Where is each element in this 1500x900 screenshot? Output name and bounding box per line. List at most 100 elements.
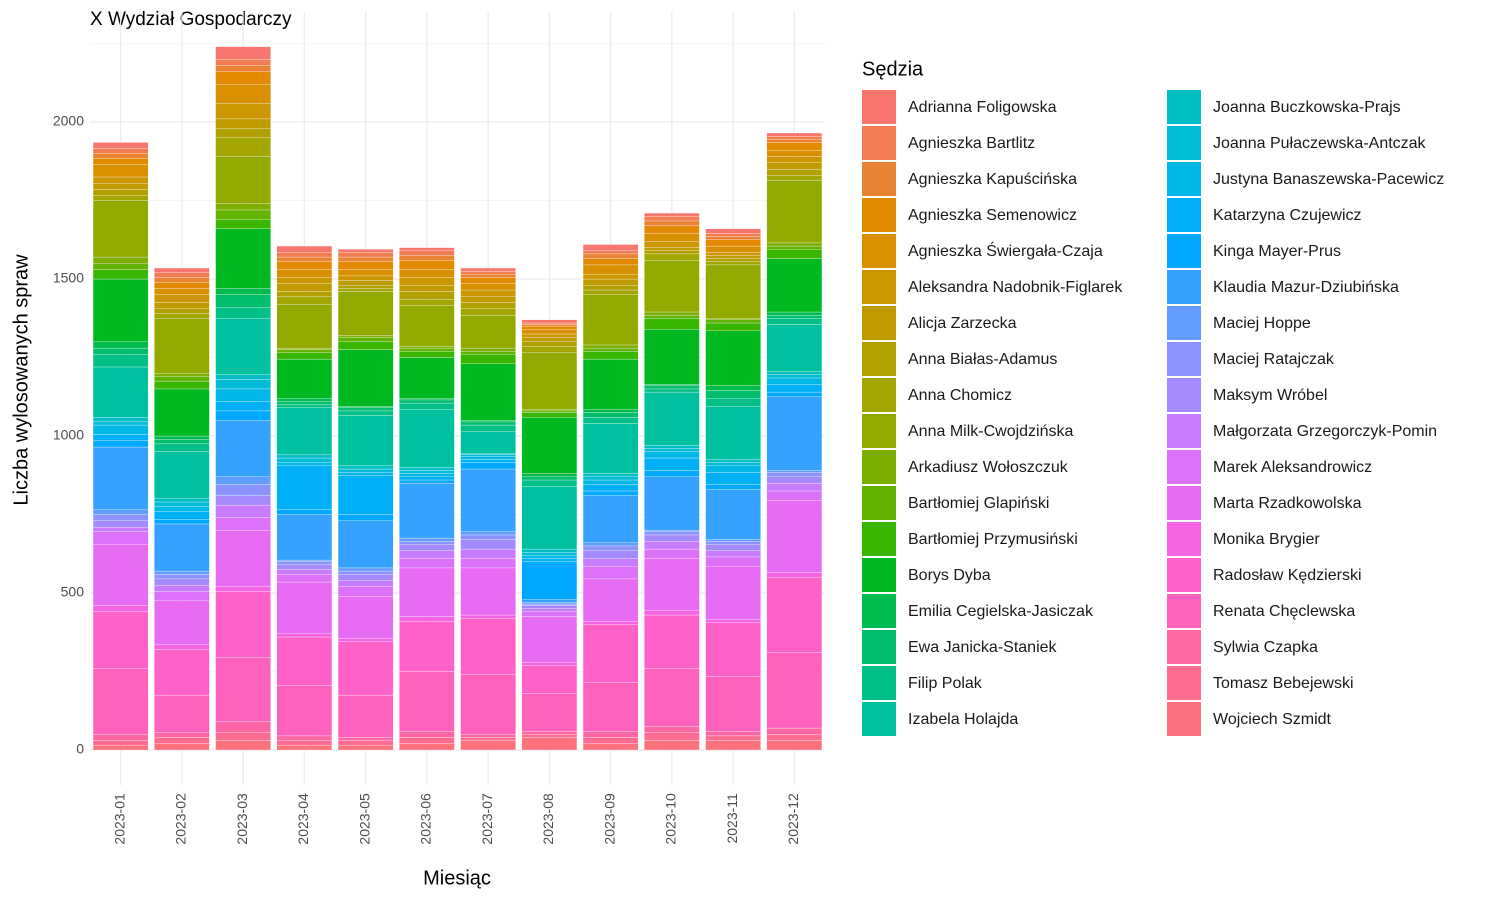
bar-segment bbox=[399, 567, 455, 617]
bar-segment bbox=[399, 479, 455, 484]
legend-label: Marek Aleksandrowicz bbox=[1213, 459, 1372, 476]
bar-segment bbox=[644, 451, 700, 459]
bar-segment bbox=[644, 534, 700, 542]
legend-key bbox=[1167, 414, 1201, 448]
bar-segment bbox=[705, 239, 761, 247]
bar-segment bbox=[460, 567, 516, 616]
bar-segment bbox=[766, 311, 823, 316]
bar-segment bbox=[766, 139, 823, 143]
y-tick-label: 1000 bbox=[53, 427, 84, 443]
bar-segment bbox=[521, 661, 578, 666]
bar-segment bbox=[215, 84, 271, 104]
bar-segment bbox=[92, 745, 149, 751]
bar-segment bbox=[460, 267, 516, 272]
bar-segment bbox=[215, 484, 271, 496]
bar-segment bbox=[705, 471, 761, 485]
bar-segment bbox=[644, 241, 700, 248]
bar-segment bbox=[92, 347, 149, 355]
bar-segment bbox=[582, 344, 639, 349]
bar-segment bbox=[521, 333, 578, 338]
legend-label: Maciej Hoppe bbox=[1213, 315, 1311, 332]
bar-segment bbox=[705, 544, 761, 551]
bar-segment bbox=[399, 399, 455, 404]
bar-segment bbox=[399, 476, 455, 481]
legend-label: Małgorzata Grzegorczyk-Pomin bbox=[1213, 423, 1437, 440]
bar-segment bbox=[521, 319, 578, 324]
bar-segment bbox=[644, 247, 700, 251]
bar-segment bbox=[215, 294, 271, 308]
bar-segment bbox=[215, 288, 271, 295]
legend-key bbox=[1167, 450, 1201, 484]
bar-segment bbox=[766, 314, 823, 319]
bar-segment bbox=[460, 351, 516, 355]
bar-segment bbox=[705, 264, 761, 319]
bar-segment bbox=[337, 580, 394, 587]
bar-segment bbox=[644, 668, 700, 727]
legend-label: Joanna Buczkowska-Prajs bbox=[1213, 99, 1401, 116]
bar-segment bbox=[337, 341, 394, 350]
legend-key bbox=[862, 522, 896, 556]
bar-segment bbox=[154, 451, 210, 499]
legend-key bbox=[862, 234, 896, 268]
bar-segment bbox=[276, 398, 333, 402]
legend-key bbox=[862, 90, 896, 124]
legend-key bbox=[862, 558, 896, 592]
bar-segment bbox=[215, 657, 271, 722]
bar-segment bbox=[460, 734, 516, 738]
bar-segment bbox=[460, 453, 516, 456]
bar-segment bbox=[154, 732, 210, 738]
bar-segment bbox=[399, 558, 455, 569]
legend-label: Joanna Pułaczewska-Antczak bbox=[1213, 135, 1427, 152]
bar-segment bbox=[705, 539, 761, 542]
bar-segment bbox=[399, 255, 455, 261]
bar-segment bbox=[521, 561, 578, 600]
legend-key bbox=[862, 450, 896, 484]
bar-segment bbox=[766, 150, 823, 157]
bar-segment bbox=[276, 735, 333, 741]
bar-segment bbox=[337, 740, 394, 746]
bar-segment bbox=[337, 694, 394, 738]
bar-segment bbox=[154, 737, 210, 744]
bar-segment bbox=[399, 402, 455, 410]
legend-key bbox=[1167, 378, 1201, 412]
bar-segment bbox=[154, 277, 210, 283]
bar-segment bbox=[215, 721, 271, 733]
bar-segment bbox=[644, 531, 700, 536]
bar-segment bbox=[582, 285, 639, 291]
bar-segment bbox=[154, 302, 210, 310]
bar-segment bbox=[521, 476, 578, 481]
bar-segment bbox=[582, 423, 639, 474]
bar-segment bbox=[337, 574, 394, 581]
bar-segment bbox=[215, 530, 271, 587]
bar-segment bbox=[705, 735, 761, 741]
x-tick-label: 2023-08 bbox=[540, 793, 556, 845]
bar-segment bbox=[521, 693, 578, 732]
bar-segment bbox=[766, 156, 823, 163]
bar-segment bbox=[154, 600, 210, 645]
bar-segment bbox=[705, 566, 761, 620]
bar-segment bbox=[276, 457, 333, 463]
bar-segment bbox=[92, 446, 149, 510]
bar-segment bbox=[705, 398, 761, 407]
bar-segment bbox=[337, 567, 394, 572]
bar-segment bbox=[92, 605, 149, 613]
bar-segment bbox=[399, 473, 455, 478]
legend-key bbox=[1167, 90, 1201, 124]
bar-segment bbox=[154, 591, 210, 602]
bar-segment bbox=[582, 473, 639, 478]
legend-key bbox=[1167, 558, 1201, 592]
legend-label: Alicja Zarzecka bbox=[908, 315, 1017, 332]
bar-segment bbox=[521, 548, 578, 553]
bar-segment bbox=[92, 148, 149, 154]
bar-segment bbox=[582, 542, 639, 547]
bar-segment bbox=[92, 544, 149, 606]
bar-segment bbox=[276, 352, 333, 360]
bar-segment bbox=[582, 347, 639, 352]
legend-title: Sędzia bbox=[862, 58, 924, 80]
bar-segment bbox=[154, 578, 210, 586]
bar-segment bbox=[399, 277, 455, 286]
legend-label: Emilia Cegielska-Jasiczak bbox=[908, 603, 1094, 620]
bar-segment bbox=[337, 745, 394, 751]
bar-segment bbox=[766, 740, 823, 751]
